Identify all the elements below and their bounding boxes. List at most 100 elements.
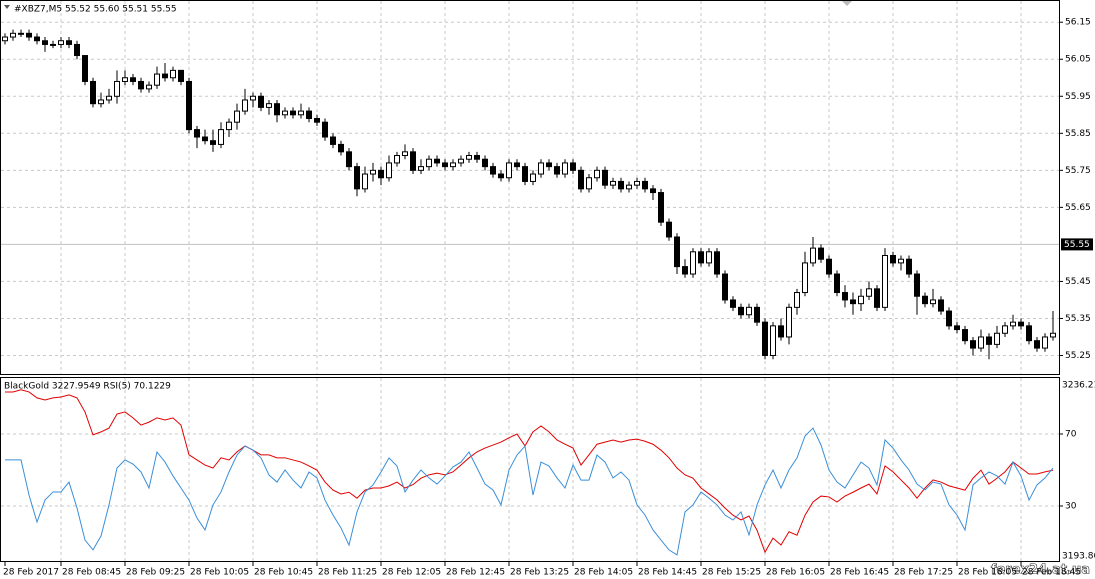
candle-body bbox=[802, 262, 808, 294]
candle-body bbox=[610, 180, 616, 186]
candle-body bbox=[106, 95, 112, 101]
candle-body bbox=[218, 129, 224, 145]
mark-layer bbox=[2, 29, 1056, 556]
candle-body bbox=[938, 299, 944, 312]
candle-body bbox=[162, 73, 168, 79]
candle-body bbox=[394, 155, 400, 164]
x-tick-label: 28 Feb 13:25 bbox=[510, 568, 569, 578]
candle-body bbox=[194, 129, 200, 138]
candle-body bbox=[930, 299, 936, 305]
x-tick-label: 28 Feb 10:45 bbox=[254, 568, 313, 578]
candle-body bbox=[906, 258, 912, 275]
candle-body bbox=[874, 288, 880, 308]
x-tick-label: 28 Feb 17:25 bbox=[894, 568, 953, 578]
x-tick-label: 28 Feb 18:45 bbox=[1022, 568, 1081, 578]
candle-body bbox=[258, 95, 264, 108]
candle-body bbox=[530, 173, 536, 182]
candle-body bbox=[2, 36, 8, 42]
candle-body bbox=[234, 110, 240, 123]
candle-body bbox=[402, 151, 408, 157]
candle-body bbox=[370, 169, 376, 175]
candle-body bbox=[730, 299, 736, 308]
candle-body bbox=[298, 110, 304, 116]
candle-body bbox=[858, 295, 864, 305]
candle-body bbox=[954, 325, 960, 331]
candle-body bbox=[810, 247, 816, 264]
candle-body bbox=[890, 255, 896, 264]
candle-body bbox=[498, 173, 504, 179]
candle-body bbox=[434, 158, 440, 164]
y-tick-label: 55.95 bbox=[1065, 92, 1091, 102]
candle-body bbox=[770, 325, 776, 356]
candle-body bbox=[490, 166, 496, 175]
watermark: forex24.at.ua bbox=[991, 563, 1090, 578]
candle-body bbox=[178, 69, 184, 82]
candle-body bbox=[778, 325, 784, 338]
candle-body bbox=[914, 273, 920, 297]
candle-body bbox=[146, 84, 152, 90]
candle-body bbox=[82, 55, 88, 82]
candle-body bbox=[138, 80, 144, 90]
indicator-line bbox=[5, 427, 1054, 556]
candle-body bbox=[450, 162, 456, 168]
candle-body bbox=[794, 292, 800, 308]
candle-body bbox=[330, 136, 336, 145]
y-tick-label: 70 bbox=[1065, 430, 1077, 440]
candle-body bbox=[650, 188, 656, 194]
x-tick-label: 28 Feb 18:05 bbox=[958, 568, 1017, 578]
candle-body bbox=[290, 110, 296, 116]
candle-body bbox=[658, 192, 664, 223]
candle-body bbox=[698, 251, 704, 264]
candle-body bbox=[1034, 340, 1040, 349]
candle-body bbox=[482, 158, 488, 168]
candle-body bbox=[58, 40, 64, 45]
candle-body bbox=[826, 258, 832, 275]
candle-body bbox=[1002, 325, 1008, 334]
candle-body bbox=[786, 306, 792, 338]
candle-body bbox=[362, 173, 368, 190]
candle-body bbox=[474, 155, 480, 160]
candle-body bbox=[466, 155, 472, 160]
candle-body bbox=[386, 162, 392, 179]
candle-body bbox=[618, 180, 624, 190]
main-panel-border bbox=[0, 0, 1060, 375]
x-tick-label: 28 Feb 16:05 bbox=[766, 568, 825, 578]
candle-body bbox=[346, 151, 352, 168]
candle-body bbox=[242, 99, 248, 112]
candle-body bbox=[642, 180, 648, 190]
candle-body bbox=[666, 221, 672, 238]
candle-body bbox=[674, 236, 680, 268]
candle-body bbox=[962, 329, 968, 342]
candle-body bbox=[866, 288, 872, 297]
candle-body bbox=[554, 166, 560, 175]
y2-tick-label: 3193.86 bbox=[1062, 552, 1095, 562]
candle-body bbox=[682, 266, 688, 275]
indicator-line bbox=[5, 389, 1054, 554]
candle-body bbox=[514, 162, 520, 168]
candle-body bbox=[226, 121, 232, 131]
candle-body bbox=[98, 99, 104, 105]
candle-body bbox=[818, 247, 824, 260]
candle-body bbox=[418, 166, 424, 171]
y-tick-label: 55.75 bbox=[1065, 166, 1091, 176]
indicator-panel-border bbox=[0, 377, 1060, 562]
y-tick-label: 56.15 bbox=[1065, 18, 1091, 28]
candle-body bbox=[738, 306, 744, 316]
candle-body bbox=[170, 69, 176, 79]
y-tick-label: 30 bbox=[1065, 502, 1077, 512]
candle-body bbox=[26, 32, 32, 38]
current-price-box bbox=[1061, 238, 1093, 251]
candle-body bbox=[122, 77, 128, 82]
candle-body bbox=[66, 40, 72, 45]
candle-body bbox=[338, 143, 344, 153]
candle-body bbox=[578, 169, 584, 190]
candle-body bbox=[114, 80, 120, 97]
candle-body bbox=[354, 166, 360, 190]
candle-body bbox=[266, 103, 272, 108]
candle-body bbox=[10, 32, 16, 38]
candle-body bbox=[1018, 321, 1024, 327]
candle-body bbox=[706, 251, 712, 264]
candle-body bbox=[882, 255, 888, 308]
candle-body bbox=[442, 162, 448, 168]
